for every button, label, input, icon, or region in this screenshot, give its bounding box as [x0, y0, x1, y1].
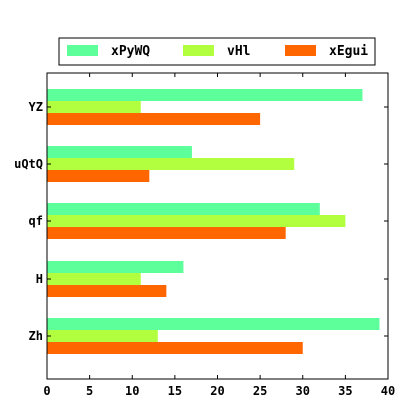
bar-xEgui-H	[47, 285, 167, 297]
x-tick-label: 35	[338, 384, 352, 398]
legend-label-xPyWQ: xPyWQ	[111, 44, 150, 59]
y-tick-label: H	[36, 272, 43, 286]
bar-xPyWQ-Zh	[47, 318, 380, 330]
x-tick-label: 10	[125, 384, 139, 398]
bar-vHl-qf	[47, 215, 346, 227]
x-tick-label: 0	[43, 384, 50, 398]
bar-vHl-H	[47, 273, 141, 285]
bars-layer	[47, 89, 380, 354]
bar-xEgui-uQtQ	[47, 170, 150, 182]
x-tick-label: 40	[381, 384, 395, 398]
x-tick-label: 20	[210, 384, 224, 398]
bar-xPyWQ-uQtQ	[47, 146, 192, 158]
y-tick-label: YZ	[29, 100, 43, 114]
bar-vHl-YZ	[47, 101, 141, 113]
bar-xEgui-Zh	[47, 342, 303, 354]
bar-vHl-uQtQ	[47, 158, 295, 170]
x-tick-label: 25	[253, 384, 267, 398]
bar-xEgui-qf	[47, 227, 286, 239]
legend-frame	[58, 37, 376, 66]
x-tick-label: 30	[296, 384, 310, 398]
legend-swatch-xPyWQ	[67, 45, 98, 56]
ticks-layer: 0 5 10 15 20 25 30 35 40 YZ uQtQ qf H Zh	[14, 73, 395, 398]
legend-label-vHl: vHl	[227, 44, 250, 59]
x-tick-label: 5	[86, 384, 93, 398]
bar-xPyWQ-H	[47, 261, 184, 273]
y-tick-label: Zh	[29, 329, 43, 343]
bar-xPyWQ-qf	[47, 203, 320, 215]
bar-xPyWQ-YZ	[47, 89, 363, 101]
y-tick-label: uQtQ	[14, 157, 43, 171]
legend-label-xEgui: xEgui	[329, 44, 368, 59]
y-tick-label: qf	[29, 214, 43, 228]
bar-vHl-Zh	[47, 330, 158, 342]
legend-swatch-vHl	[183, 45, 214, 56]
bar-xEgui-YZ	[47, 113, 261, 125]
x-tick-label: 15	[168, 384, 182, 398]
legend: xPyWQ vHl xEgui	[58, 37, 376, 66]
legend-swatch-xEgui	[285, 45, 316, 56]
